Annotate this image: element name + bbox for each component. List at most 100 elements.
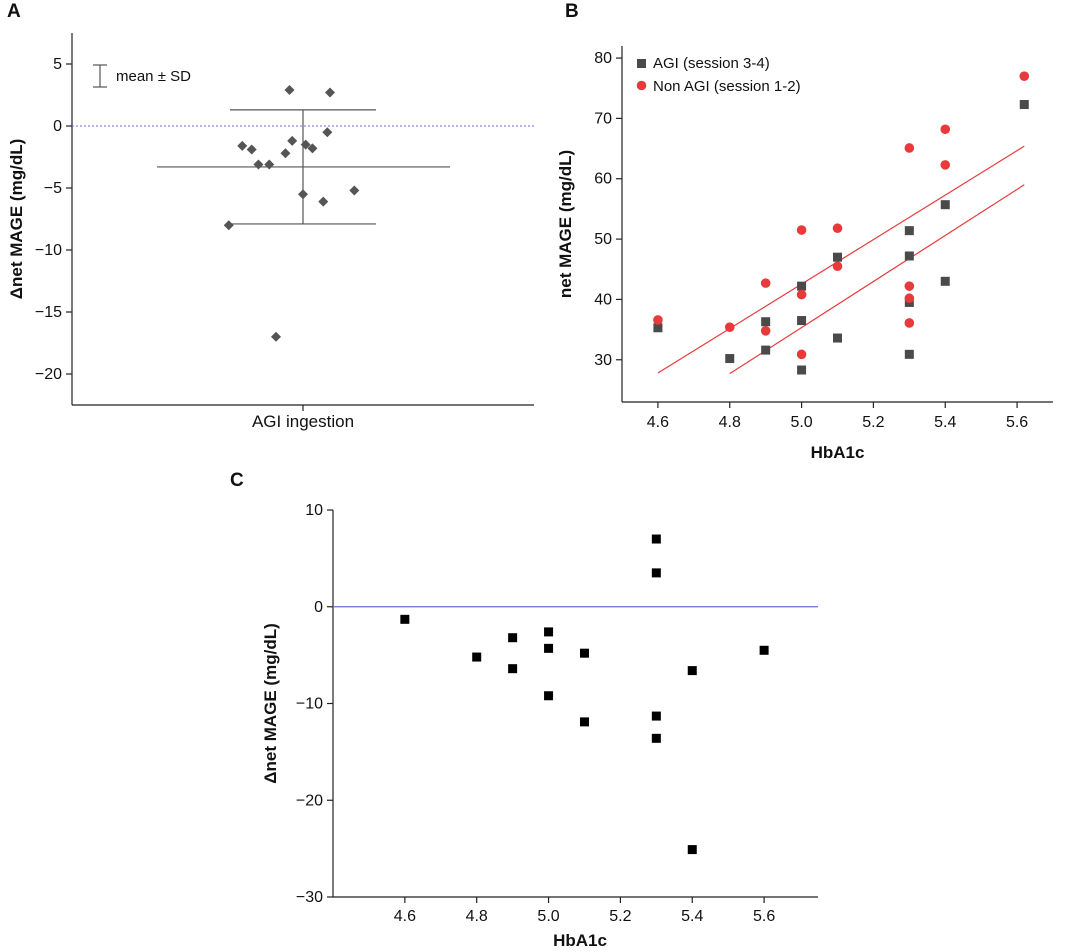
x-tick-label: 4.6 — [394, 908, 416, 925]
x-axis-label: HbA1c — [553, 931, 607, 950]
agi-data-point — [797, 316, 807, 326]
data-point-square — [544, 643, 554, 653]
x-tick-label: 5.4 — [681, 908, 703, 925]
non-agi-data-point — [904, 281, 915, 291]
data-point-square — [651, 733, 661, 743]
data-point-diamond — [298, 189, 308, 200]
y-tick-label: 10 — [305, 502, 323, 519]
data-point-diamond — [349, 185, 360, 196]
agi-data-point — [797, 281, 807, 291]
data-point-diamond — [280, 148, 291, 159]
x-axis-label: HbA1c — [811, 443, 865, 462]
non-agi-data-point — [796, 225, 807, 235]
y-tick-label: −30 — [296, 889, 323, 906]
panel-a: A 5 0 −5 −10 −15 −20 AGI ingestion Δnet MAGE (m… — [7, 1, 534, 431]
legend-agi-label: AGI (session 3-4) — [653, 55, 770, 72]
agi-data-point — [725, 354, 735, 364]
y-axis-label: Δnet MAGE (mg/dL) — [7, 139, 26, 299]
x-axis-label: AGI ingestion — [252, 412, 354, 431]
y-tick-label: 70 — [594, 110, 612, 127]
y-tick-label: −15 — [35, 304, 62, 321]
y-tick-label: −20 — [35, 366, 62, 383]
non-agi-data-point — [940, 160, 951, 170]
x-tick-label: 5.0 — [790, 414, 812, 431]
y-tick-label: 80 — [594, 50, 612, 67]
data-point-diamond — [300, 139, 311, 150]
y-tick-label: 30 — [594, 352, 612, 369]
agi-data-point — [761, 317, 771, 327]
data-point-diamond — [246, 144, 257, 155]
agi-data-point — [904, 251, 914, 261]
agi-data-point — [833, 252, 842, 262]
non-agi-data-point — [760, 326, 771, 336]
non-agi-data-point — [904, 318, 915, 328]
data-point-diamond — [264, 159, 275, 170]
agi-data-point — [904, 349, 914, 359]
data-point-diamond — [284, 85, 295, 96]
panel-label-c: C — [230, 470, 244, 491]
x-tick-label: 5.2 — [609, 908, 631, 925]
legend-agi-marker — [637, 59, 646, 68]
data-point-square — [759, 645, 769, 655]
legend-non-agi-marker — [636, 80, 647, 91]
non-agi-data-point — [653, 315, 663, 325]
data-point-diamond — [318, 196, 329, 207]
legend-label: mean ± SD — [116, 68, 191, 85]
x-tick-label: 5.2 — [862, 414, 884, 431]
panel-label-a: A — [7, 1, 21, 22]
data-point-square — [579, 717, 589, 727]
x-tick-label: 4.8 — [719, 414, 741, 431]
data-point-diamond — [253, 159, 264, 170]
y-tick-label: 50 — [594, 231, 612, 248]
agi-data-point — [940, 276, 950, 286]
legend-non-agi-label: Non AGI (session 1-2) — [653, 78, 801, 95]
non-agi-data-point — [904, 293, 915, 304]
data-point-square — [687, 666, 697, 676]
data-point-square — [400, 614, 410, 624]
agi-data-point — [1019, 100, 1029, 110]
y-axis-label: net MAGE (mg/dL) — [556, 150, 575, 298]
agi-data-point — [940, 200, 950, 210]
y-tick-label: 40 — [594, 291, 612, 308]
x-tick-label: 4.6 — [647, 414, 669, 431]
panel-c: C 10 0 −10 −20 −30 4.6 4.8 5.0 5.2 5.4 5.6 HbA1c Δne… — [230, 470, 818, 950]
data-point-square — [579, 648, 589, 658]
agi-data-point — [653, 323, 663, 333]
agi-data-point — [833, 333, 842, 343]
agi-data-point — [797, 365, 807, 375]
data-point-diamond — [322, 127, 333, 138]
non-agi-data-point — [796, 289, 807, 300]
data-point-square — [651, 568, 661, 578]
panel-b: B 30 40 50 60 70 80 4.6 4.8 5.0 5.2 5.4 5.6 HbA1c net… — [556, 1, 1053, 462]
x-tick-label: 4.8 — [466, 908, 488, 925]
data-point-square — [544, 691, 554, 701]
y-tick-label: −10 — [296, 696, 323, 713]
x-tick-label: 5.6 — [753, 908, 775, 925]
data-point-square — [687, 845, 697, 855]
x-tick-label: 5.4 — [934, 414, 956, 431]
y-tick-label: 0 — [53, 118, 62, 135]
y-tick-label: −10 — [35, 242, 62, 259]
x-tick-label: 5.0 — [537, 908, 559, 925]
data-point-diamond — [237, 140, 248, 151]
non-agi-data-point — [832, 261, 843, 272]
data-point-diamond — [223, 220, 234, 231]
agi-data-point — [761, 345, 771, 355]
y-tick-label: −20 — [296, 792, 323, 809]
data-point-diamond — [287, 135, 298, 146]
non-agi-data-point — [724, 322, 735, 332]
y-tick-label: 0 — [314, 599, 323, 616]
y-tick-label: 60 — [594, 171, 612, 188]
data-point-square — [544, 627, 554, 637]
non-agi-data-point — [832, 223, 843, 234]
data-point-square — [508, 664, 518, 674]
non-agi-data-point — [904, 143, 915, 153]
non-agi-data-point — [1019, 71, 1030, 81]
agi-fit-line — [729, 184, 1025, 375]
non-agi-data-point — [760, 278, 771, 288]
panel-label-b: B — [565, 1, 579, 22]
y-tick-label: −5 — [44, 180, 62, 197]
agi-data-point — [904, 226, 914, 236]
data-point-square — [472, 652, 482, 662]
